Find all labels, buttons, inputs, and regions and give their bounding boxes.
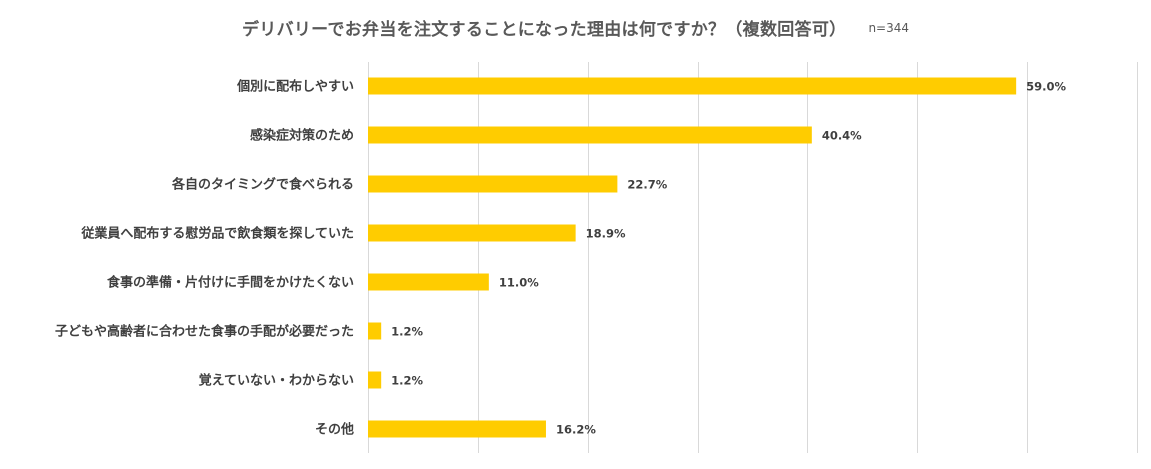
value-labels: 59.0% 40.4% 22.7% 18.9% 11.0% 1.2% 1.2% 16.2%	[391, 80, 1066, 437]
category-label: 食事の準備・片付けに手間をかけたくない	[107, 275, 354, 291]
category-label: 感染症対策のため	[250, 128, 354, 144]
category-label: 従業員へ配布する慰労品で飲食類を探していた	[80, 226, 354, 242]
value-label: 1.2%	[391, 374, 423, 388]
bar	[368, 126, 812, 144]
value-label: 40.4%	[822, 129, 862, 143]
chart-title-row: デリバリーでお弁当を注文することになった理由は何ですか？（複数回答可） n=34…	[0, 13, 1151, 41]
bar	[368, 420, 546, 438]
bar	[368, 224, 576, 242]
chart-title: デリバリーでお弁当を注文することになった理由は何ですか？（複数回答可）	[241, 19, 847, 40]
category-label: 覚えていない・わからない	[198, 373, 354, 389]
chart-subtitle: n=344	[868, 21, 910, 35]
value-label: 11.0%	[499, 276, 539, 290]
category-label: 個別に配布しやすい	[236, 79, 354, 95]
gridlines	[368, 62, 1138, 453]
category-labels: 個別に配布しやすい感染症対策のため各自のタイミングで食べられる従業員へ配布する慰…	[55, 79, 354, 438]
category-label: 子どもや高齢者に合わせた食事の手配が必要だった	[55, 324, 354, 340]
bar	[368, 322, 382, 340]
bar	[368, 175, 618, 193]
bar	[368, 77, 1017, 95]
value-label: 1.2%	[391, 325, 423, 339]
bar	[368, 371, 382, 389]
bar	[368, 273, 489, 291]
value-label: 18.9%	[586, 227, 626, 241]
value-label: 22.7%	[627, 178, 667, 192]
value-label: 59.0%	[1026, 80, 1066, 94]
value-label: 16.2%	[556, 423, 596, 437]
category-label: その他	[315, 422, 354, 438]
bars	[368, 77, 1017, 438]
category-label: 各自のタイミングで食べられる	[171, 177, 354, 193]
